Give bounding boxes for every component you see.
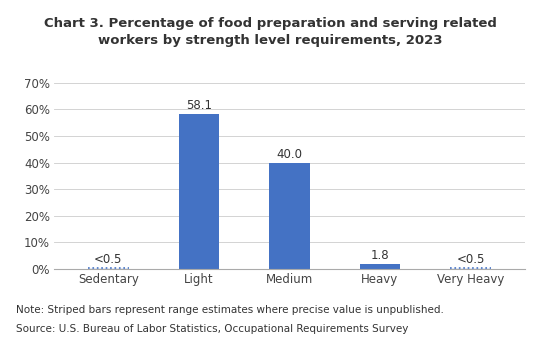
Bar	[88, 268, 129, 269]
Text: 1.8: 1.8	[371, 249, 390, 262]
Text: <0.5: <0.5	[94, 253, 123, 266]
Bar	[450, 268, 491, 269]
Bar	[269, 162, 310, 269]
Text: Note: Striped bars represent range estimates where precise value is unpublished.: Note: Striped bars represent range estim…	[16, 305, 444, 315]
Text: 40.0: 40.0	[276, 148, 302, 160]
Text: 58.1: 58.1	[186, 99, 212, 112]
Bar	[360, 264, 400, 269]
Bar	[179, 115, 219, 269]
Bar	[88, 268, 129, 269]
Bar	[450, 268, 491, 269]
Text: Source: U.S. Bureau of Labor Statistics, Occupational Requirements Survey: Source: U.S. Bureau of Labor Statistics,…	[16, 324, 408, 334]
Text: <0.5: <0.5	[456, 253, 485, 266]
Text: Chart 3. Percentage of food preparation and serving related
workers by strength : Chart 3. Percentage of food preparation …	[44, 17, 497, 47]
